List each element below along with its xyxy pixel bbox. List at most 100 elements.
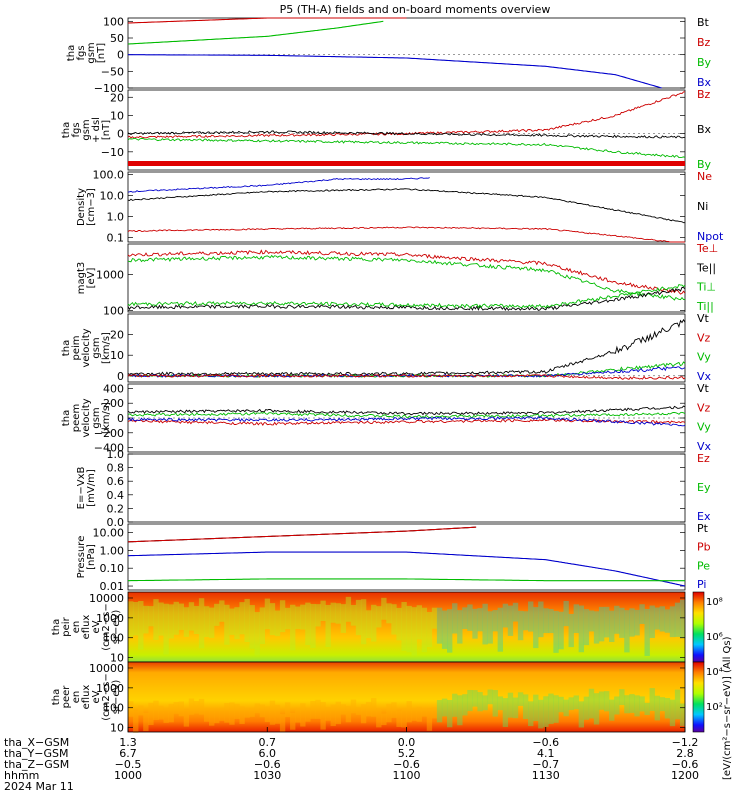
legend-peem_velocity-2: Vy — [697, 421, 711, 434]
x-row-label: tha_Z−GSM — [4, 758, 69, 771]
y-tick-label: 0.1 — [107, 231, 125, 244]
spectrogram-streak — [406, 605, 412, 653]
y-tick-label: 100 — [103, 632, 124, 645]
spectrogram-streak — [234, 607, 240, 640]
spectrogram-streak — [563, 600, 569, 627]
spectrogram-streak — [487, 689, 493, 705]
legend-efield-0: Ez — [697, 452, 710, 465]
spectrogram-streak — [578, 701, 585, 728]
series-fgs_gsm-Bz — [127, 17, 407, 24]
spectrogram-streak — [396, 607, 402, 641]
spectrogram-streak — [431, 607, 438, 629]
y-tick-label: 10000 — [89, 592, 124, 605]
legend-temperature-1: Te|| — [696, 261, 716, 274]
spectrogram-streak — [381, 597, 387, 620]
spectrogram-streak — [497, 696, 504, 711]
y-axis-label-line: Pressure — [76, 536, 87, 579]
spectrogram-streak — [284, 607, 291, 630]
spectrogram-streak — [376, 708, 382, 728]
legend-temperature-3: Ti|| — [696, 300, 714, 313]
spectrogram-streak — [274, 610, 281, 637]
spectrogram-streak — [300, 703, 306, 727]
spectrogram-streak — [441, 610, 448, 649]
y-axis-label-line: [eV] — [86, 268, 97, 289]
legend-peim_velocity-0: Vt — [697, 312, 710, 325]
spectrogram-streak — [512, 602, 519, 622]
legend-fgs_gsm-2: By — [697, 56, 712, 69]
spectrogram-streak — [249, 605, 255, 649]
spectrogram-streak — [193, 701, 200, 714]
legend-peim_velocity-3: Vx — [697, 370, 712, 383]
series-peem_velocity-Vz — [127, 418, 686, 426]
spectrogram-streak — [447, 609, 453, 653]
spectrogram-streak — [173, 702, 179, 714]
series-fgs_gsm-Bx — [128, 54, 662, 89]
spectrogram-streak — [138, 705, 144, 716]
legend-pressure-0: Pt — [697, 522, 709, 535]
y-axis-label-line: peer — [61, 685, 72, 709]
legend-peem_velocity-3: Vx — [697, 440, 712, 453]
spectrogram-streak — [214, 603, 220, 626]
series-peim_velocity-Vt — [127, 318, 686, 376]
y-tick-label: −50 — [101, 65, 124, 78]
x-tick-label-hhmm: 1130 — [532, 769, 560, 782]
legend-fgs_gsm-0: Bt — [697, 16, 710, 29]
series-temperature-Te|| — [127, 286, 686, 311]
panel-peir_spec: 10000 1000 100 10 tha peir en eflux eV (cm2−s− sr−… — [51, 591, 686, 665]
x-tick-label-x: 0.0 — [398, 736, 416, 749]
spectrogram-streak — [244, 707, 250, 718]
spectrogram-streak — [629, 608, 635, 637]
spectrogram-streak — [649, 605, 655, 638]
y-tick-label: 0.0 — [107, 516, 125, 529]
spectrogram-streak — [239, 602, 245, 635]
spectrogram-streak — [674, 689, 681, 720]
series-fgs_dsl-Bz — [127, 91, 686, 139]
spectrogram-streak — [578, 605, 585, 653]
spectrogram-streak — [371, 604, 377, 642]
spectrogram-streak — [239, 706, 245, 724]
legend-fgs_dsl-2: By — [697, 158, 712, 171]
legend-peim_velocity-1: Vz — [697, 331, 711, 344]
spectrogram-streak — [487, 611, 493, 644]
spectrogram-streak — [219, 600, 225, 622]
spectrogram-streak — [603, 691, 610, 712]
spectrogram-streak — [517, 610, 524, 641]
series-pressure-Pe — [128, 578, 685, 582]
spectrogram-streak — [355, 599, 362, 636]
y-tick-label: 10.0 — [100, 189, 125, 202]
spectrogram-streak — [614, 696, 620, 715]
spectrogram-streak — [163, 707, 169, 723]
y-axis-label-line: eV — [91, 690, 102, 703]
spectrogram-streak — [492, 690, 498, 717]
spectrogram-streak — [229, 608, 235, 635]
spectrogram-streak — [558, 696, 564, 713]
series-pressure-Pi — [128, 551, 686, 587]
legend-temperature-0: Te⊥ — [696, 242, 718, 255]
spectrogram-streak — [315, 699, 321, 719]
x-row-label: tha_Y−GSM — [4, 747, 68, 760]
x-tick-label-z: −0.6 — [393, 758, 420, 771]
y-tick-label: 0 — [117, 412, 124, 425]
panel-peer_spec: 10000 1000 100 10 tha peer en eflux eV (cm2−s− sr−… — [51, 661, 686, 735]
spectrogram-streak — [234, 703, 240, 720]
spectrogram-streak — [492, 610, 498, 632]
spectrogram-streak — [305, 707, 311, 722]
x-tick-label-x: 0.7 — [259, 736, 277, 749]
spectrogram-streak — [386, 703, 392, 723]
spectrogram-streak — [274, 704, 281, 724]
y-axis-label-line: fgs — [71, 122, 82, 137]
y-tick-label: 100 — [103, 702, 124, 715]
x-tick-label-z: −0.7 — [532, 758, 559, 771]
y-tick-label: 10 — [110, 349, 124, 362]
spectrogram-streak — [224, 604, 230, 645]
colorbar-top — [692, 591, 705, 663]
y-tick-label: 400 — [103, 382, 124, 395]
spectrogram-streak — [128, 601, 134, 638]
spectrogram-streak — [203, 707, 210, 722]
y-tick-label: 0 — [117, 128, 124, 141]
legend-density-2: Npot — [697, 230, 724, 243]
x-tick-label-y: 6.0 — [259, 747, 277, 760]
spectrogram-streak — [598, 691, 605, 710]
y-tick-label: 10.00 — [93, 527, 125, 540]
series-peem_velocity-Vy — [127, 411, 686, 419]
